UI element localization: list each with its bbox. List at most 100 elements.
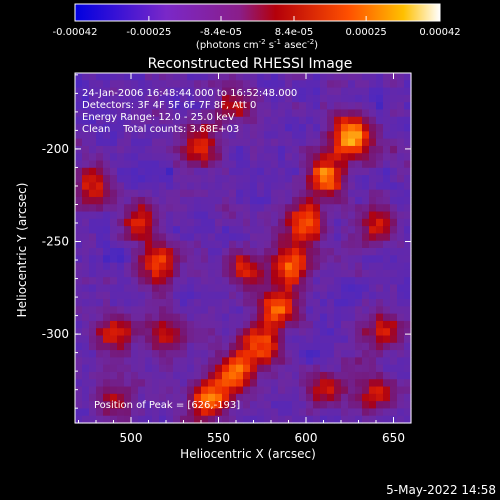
- heatmap-cell: [229, 175, 237, 183]
- heatmap-cell: [208, 291, 216, 300]
- heatmap-cell: [236, 371, 244, 380]
- heatmap-cell: [390, 299, 398, 307]
- heatmap-cell: [243, 94, 251, 103]
- heatmap-cell: [194, 182, 202, 191]
- heatmap-cell: [383, 109, 391, 118]
- heatmap-cell: [96, 182, 104, 191]
- heatmap-cell: [131, 269, 139, 278]
- heatmap-cell: [215, 299, 223, 307]
- colorbar-tick-label: 0.00025: [345, 27, 386, 38]
- heatmap-cell: [299, 102, 307, 111]
- heatmap-cell: [257, 277, 265, 286]
- heatmap-cell: [376, 408, 384, 417]
- heatmap-cell: [376, 386, 384, 395]
- heatmap-cell: [117, 320, 125, 329]
- heatmap-cell: [404, 357, 412, 366]
- heatmap-cell: [124, 167, 132, 176]
- heatmap-cell: [166, 80, 174, 89]
- heatmap-cell: [397, 299, 405, 307]
- heatmap-cell: [131, 233, 139, 242]
- heatmap-cell: [110, 262, 118, 271]
- heatmap-cell: [250, 211, 258, 220]
- heatmap-cell: [75, 211, 83, 220]
- heatmap-cell: [124, 364, 132, 373]
- heatmap-cell: [208, 284, 216, 293]
- heatmap-cell: [96, 313, 104, 322]
- heatmap-cell: [369, 386, 377, 395]
- heatmap-cell: [341, 240, 349, 249]
- heatmap-cell: [383, 277, 391, 286]
- heatmap-cell: [145, 408, 153, 417]
- heatmap-cell: [257, 102, 265, 111]
- heatmap-cell: [187, 175, 195, 183]
- heatmap-cell: [180, 393, 188, 402]
- heatmap-cell: [313, 357, 321, 366]
- heatmap-cell: [103, 393, 111, 402]
- heatmap-cell: [264, 196, 272, 205]
- heatmap-cell: [362, 393, 370, 402]
- heatmap-cell: [194, 87, 202, 96]
- heatmap-cell: [348, 350, 356, 358]
- heatmap-cell: [383, 291, 391, 300]
- heatmap-cell: [348, 342, 356, 351]
- heatmap-cell: [208, 211, 216, 220]
- heatmap-cell: [152, 211, 160, 220]
- heatmap-cell: [355, 94, 363, 103]
- heatmap-cell: [96, 211, 104, 220]
- heatmap-cell: [75, 175, 83, 183]
- heatmap-cell: [250, 320, 258, 329]
- heatmap-cell: [341, 255, 349, 264]
- heatmap-cell: [313, 189, 321, 198]
- heatmap-cell: [383, 87, 391, 96]
- heatmap-cell: [124, 189, 132, 198]
- heatmap-cell: [257, 182, 265, 191]
- heatmap-cell: [124, 233, 132, 242]
- heatmap-cell: [117, 277, 125, 286]
- heatmap-cell: [404, 116, 412, 125]
- heatmap-cell: [159, 255, 167, 264]
- heatmap-cell: [327, 357, 335, 366]
- heatmap-cell: [313, 94, 321, 103]
- heatmap-cell: [341, 80, 349, 89]
- heatmap-cell: [243, 116, 251, 125]
- heatmap-cell: [103, 138, 111, 147]
- heatmap-cell: [180, 277, 188, 286]
- heatmap-cell: [376, 313, 384, 322]
- heatmap-cell: [131, 408, 139, 417]
- heatmap-cell: [222, 87, 230, 96]
- heatmap-cell: [320, 262, 328, 271]
- heatmap-cell: [278, 371, 286, 380]
- heatmap-cell: [222, 248, 230, 256]
- heatmap-cell: [278, 240, 286, 249]
- heatmap-cell: [299, 313, 307, 322]
- heatmap-cell: [320, 87, 328, 96]
- heatmap-cell: [299, 196, 307, 205]
- heatmap-cell: [222, 291, 230, 300]
- heatmap-cell: [327, 218, 335, 227]
- heatmap-cell: [236, 226, 244, 235]
- heatmap-cell: [362, 299, 370, 307]
- heatmap-cell: [250, 116, 258, 125]
- heatmap-cell: [376, 240, 384, 249]
- heatmap-cell: [362, 167, 370, 176]
- heatmap-cell: [215, 116, 223, 125]
- heatmap-cell: [138, 255, 146, 264]
- heatmap-cell: [159, 131, 167, 140]
- heatmap-cell: [341, 233, 349, 242]
- heatmap-cell: [278, 109, 286, 118]
- heatmap-cell: [138, 226, 146, 235]
- heatmap-cell: [222, 335, 230, 344]
- heatmap-cell: [299, 364, 307, 373]
- heatmap-cell: [222, 277, 230, 286]
- heatmap-cell: [313, 240, 321, 249]
- heatmap-cell: [404, 393, 412, 402]
- heatmap-cell: [215, 87, 223, 96]
- heatmap-cell: [243, 145, 251, 154]
- heatmap-cell: [201, 124, 209, 132]
- heatmap-cell: [166, 153, 174, 162]
- heatmap-cell: [278, 175, 286, 183]
- heatmap-cell: [299, 94, 307, 103]
- heatmap-cell: [243, 262, 251, 271]
- heatmap-cell: [187, 371, 195, 380]
- heatmap-cell: [117, 167, 125, 176]
